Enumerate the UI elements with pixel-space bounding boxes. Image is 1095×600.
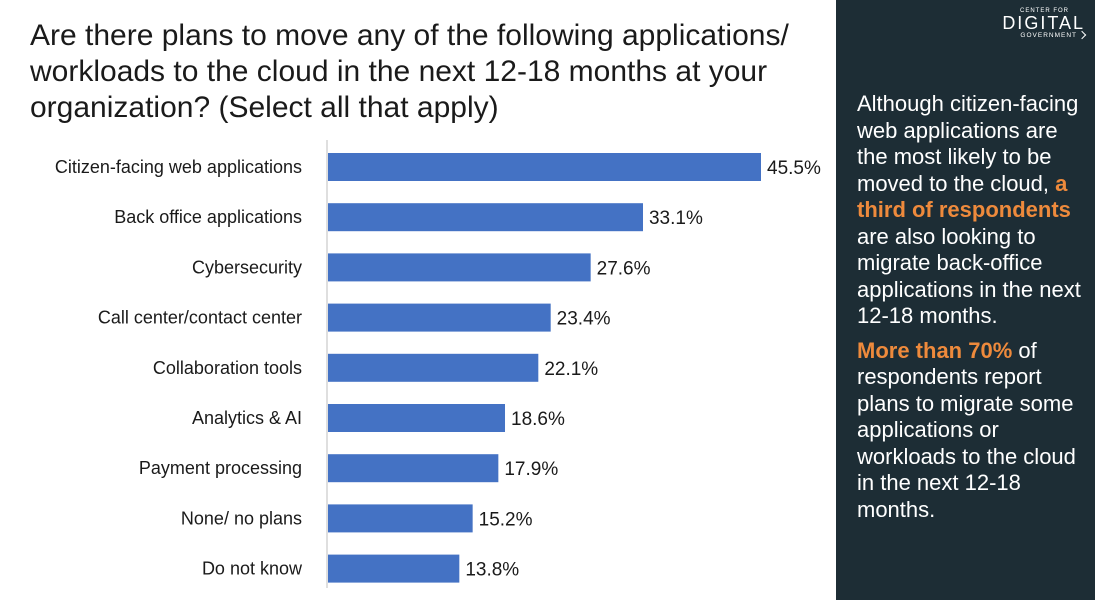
logo-line3: GOVERNMENT bbox=[1020, 32, 1077, 39]
category-label: None/ no plans bbox=[181, 508, 302, 528]
insight-paragraph-2: More than 70% of respondents report plan… bbox=[857, 338, 1089, 524]
value-label: 33.1% bbox=[649, 208, 703, 229]
value-label: 23.4% bbox=[557, 309, 611, 330]
center-for-digital-government-logo: CENTER FOR DIGITAL GOVERNMENT bbox=[1002, 8, 1087, 40]
bar bbox=[328, 404, 506, 432]
bar bbox=[328, 303, 551, 332]
value-label: 17.9% bbox=[504, 459, 558, 480]
category-label: Payment processing bbox=[139, 458, 302, 478]
category-label: Call center/contact center bbox=[98, 308, 302, 328]
bar bbox=[328, 353, 539, 382]
category-label: Do not know bbox=[202, 559, 303, 579]
insight-p1-post: are also looking to migrate back-office … bbox=[857, 223, 1081, 329]
bar bbox=[328, 504, 473, 533]
insight-paragraph-1: Although citizen-facing web applications… bbox=[857, 91, 1089, 330]
insight-p2-post: of respondents report plans to migrate s… bbox=[857, 337, 1076, 522]
value-label: 15.2% bbox=[479, 509, 533, 530]
category-label: Collaboration tools bbox=[153, 358, 302, 378]
bar bbox=[328, 253, 591, 282]
category-label: Citizen-facing web applications bbox=[55, 157, 302, 177]
logo-line3-row: GOVERNMENT bbox=[1002, 31, 1087, 40]
value-label: 27.6% bbox=[597, 258, 651, 279]
insight-panel: CENTER FOR DIGITAL GOVERNMENT Although c… bbox=[836, 0, 1095, 600]
value-label: 45.5% bbox=[767, 158, 821, 179]
bar bbox=[328, 554, 460, 583]
value-label: 18.6% bbox=[511, 409, 565, 430]
category-label: Analytics & AI bbox=[192, 408, 302, 428]
value-label: 13.8% bbox=[465, 560, 519, 581]
category-label: Cybersecurity bbox=[192, 257, 302, 277]
insight-p1-highlight: a third of respondents bbox=[857, 170, 1071, 223]
chart-title: Are there plans to move any of the follo… bbox=[30, 19, 789, 124]
logo-line2: DIGITAL bbox=[1002, 13, 1085, 33]
logo-line1: CENTER FOR bbox=[1020, 8, 1069, 14]
value-label: 22.1% bbox=[544, 359, 598, 380]
insight-p1-pre: Although citizen-facing web applications… bbox=[857, 91, 1079, 196]
bar-chart: Citizen-facing web applications 45.5% Back… bbox=[55, 140, 821, 588]
bar bbox=[328, 153, 761, 181]
category-label: Back office applications bbox=[114, 207, 302, 227]
bar bbox=[328, 203, 643, 232]
checkmark-icon bbox=[1077, 31, 1087, 40]
bar bbox=[328, 454, 499, 483]
insight-p2-highlight: More than 70% bbox=[857, 337, 1013, 363]
insight-text: Although citizen-facing web applications… bbox=[857, 91, 1089, 531]
